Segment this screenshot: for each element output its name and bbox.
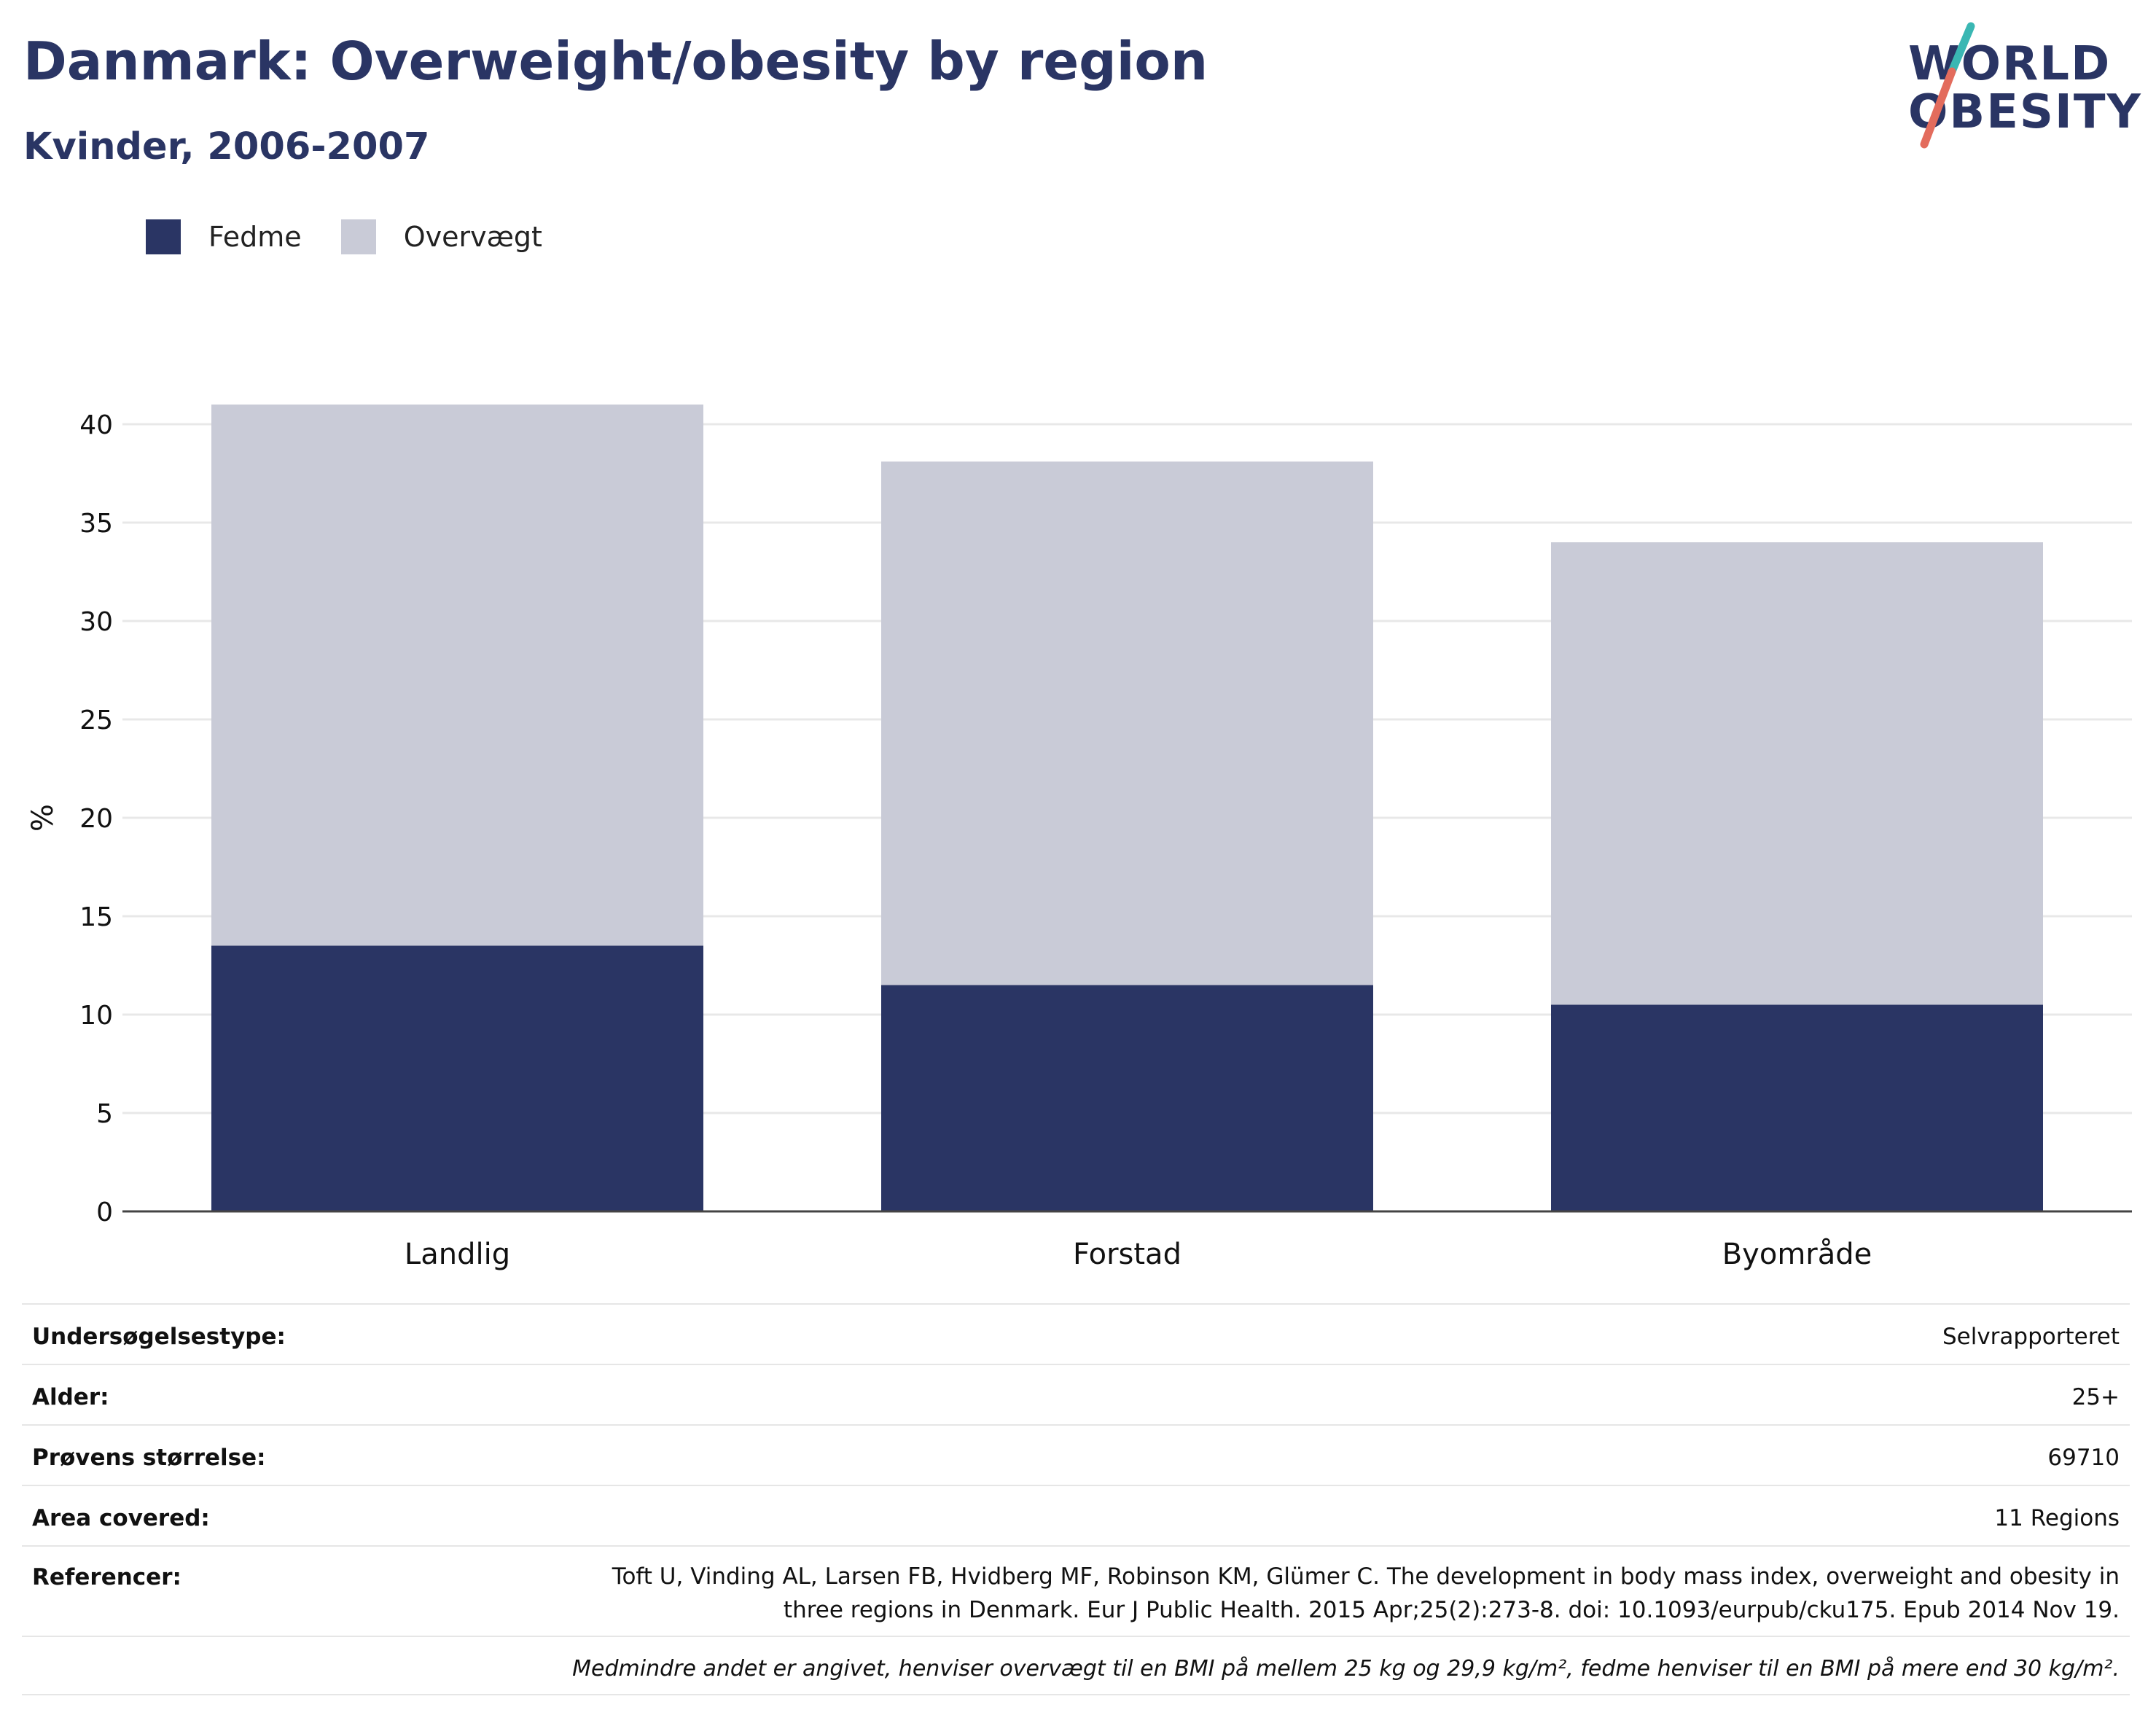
bar-fedme (211, 945, 703, 1211)
legend-label-overvaegt: Overvægt (403, 221, 542, 253)
info-label: Alder: (32, 1384, 109, 1410)
bar-overvaegt (881, 461, 1373, 985)
bar-fedme (881, 985, 1373, 1211)
y-tick-label: 25 (79, 706, 113, 735)
chart-title: Danmark: Overweight/obesity by region (23, 31, 1208, 92)
info-label: Referencer: (32, 1564, 181, 1590)
world-obesity-logo: WORLD OBESITY (1895, 20, 2143, 159)
info-value: 11 Regions (1994, 1505, 2120, 1531)
info-row-sample-size: Prøvens størrelse: 69710 (22, 1424, 2130, 1485)
bar-overvaegt (211, 405, 703, 946)
x-tick-label: Landlig (405, 1238, 510, 1271)
bmi-footnote: Medmindre andet er angivet, henviser ove… (22, 1636, 2130, 1695)
info-label: Undersøgelsestype: (32, 1324, 286, 1350)
y-tick-label: 15 (79, 902, 113, 932)
y-axis-label: % (26, 804, 60, 832)
info-label: Prøvens størrelse: (32, 1445, 266, 1471)
bar-overvaegt (1551, 542, 2043, 1005)
bar-chart: 0 5 10 15 20 25 30 35 40% Landlig Forstad Byområde (26, 405, 2132, 1271)
references-line-1: Toft U, Vinding AL, Larsen FB, Hvidberg … (612, 1563, 2120, 1590)
info-label: Area covered: (32, 1505, 210, 1531)
info-value: Selvrapporteret (1942, 1324, 2120, 1350)
info-table: Undersøgelsestype: Selvrapporteret Alder… (22, 1303, 2130, 1695)
y-tick-label: 35 (79, 509, 113, 539)
y-tick-label: 20 (79, 804, 113, 834)
y-tick-label: 10 (79, 1001, 113, 1031)
info-row-references: Referencer: Toft U, Vinding AL, Larsen F… (22, 1545, 2130, 1636)
bar-fedme (1551, 1004, 2043, 1211)
references-line-2: three regions in Denmark. Eur J Public H… (783, 1597, 2120, 1623)
logo-word-world: WORLD (1908, 37, 2112, 91)
legend-label-fedme: Fedme (208, 221, 302, 253)
references-text: Toft U, Vinding AL, Larsen FB, Hvidberg … (612, 1560, 2120, 1627)
info-row-survey-type: Undersøgelsestype: Selvrapporteret (22, 1303, 2130, 1364)
y-tick-label: 40 (79, 410, 113, 440)
chart-subtitle: Kvinder, 2006-2007 (23, 125, 430, 168)
legend-item-fedme[interactable]: Fedme (146, 219, 302, 254)
y-tick-label: 30 (79, 607, 113, 637)
x-tick-label: Forstad (1073, 1238, 1181, 1271)
info-value: 69710 (2047, 1445, 2120, 1471)
info-row-area-covered: Area covered: 11 Regions (22, 1485, 2130, 1545)
chart-legend: Fedme Overvægt (146, 219, 582, 255)
info-row-age: Alder: 25+ (22, 1364, 2130, 1424)
legend-swatch-overvaegt (340, 219, 376, 254)
legend-swatch-fedme (146, 219, 181, 254)
y-tick-label: 0 (96, 1198, 113, 1227)
logo-slash-icon (1920, 22, 1975, 149)
legend-item-overvaegt[interactable]: Overvægt (340, 219, 542, 254)
y-tick-label: 5 (96, 1099, 113, 1129)
logo-word-obesity: OBESITY (1908, 85, 2142, 139)
info-value: 25+ (2071, 1384, 2120, 1410)
x-tick-label: Byområde (1722, 1238, 1872, 1271)
